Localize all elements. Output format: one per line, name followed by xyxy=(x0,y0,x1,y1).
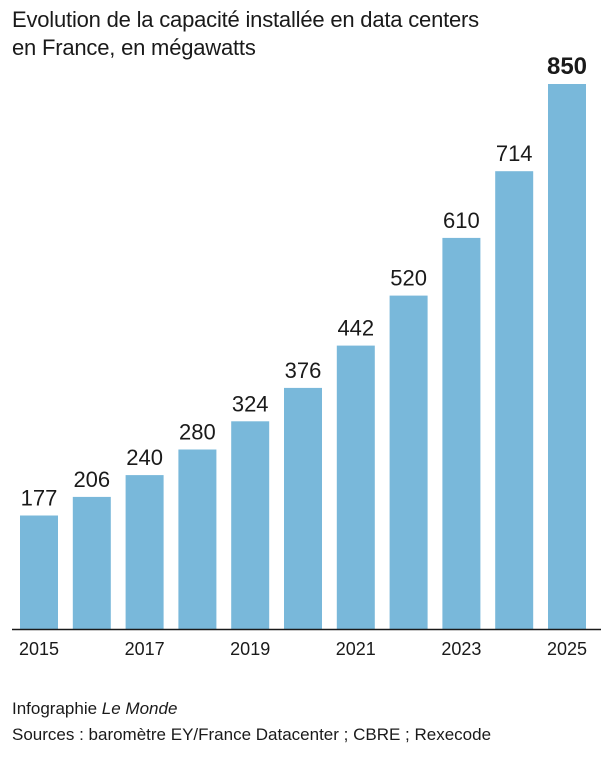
data-label-2015: 177 xyxy=(21,486,58,511)
chart-title-line-1: Evolution de la capacité installée en da… xyxy=(12,7,479,32)
data-label-2017: 240 xyxy=(126,445,163,470)
data-label-2019: 324 xyxy=(232,391,269,416)
credit-brand: Le Monde xyxy=(101,699,178,718)
chart-title: Evolution de la capacité installée en da… xyxy=(12,6,602,62)
bar-2025 xyxy=(548,84,586,629)
data-label-2024: 714 xyxy=(496,141,533,166)
bar-2024 xyxy=(495,171,534,629)
data-labels-group: 177 206 240 280 324 376 442 520 610 714 850 xyxy=(21,53,587,511)
x-tick-label-2021: 2021 xyxy=(336,639,376,659)
data-label-2022: 520 xyxy=(390,266,427,291)
chart-title-line-2: en France, en mégawatts xyxy=(12,35,256,60)
bar-2023 xyxy=(442,237,481,629)
bar-2022 xyxy=(389,295,428,629)
bar-2019 xyxy=(231,421,270,629)
bar-2017 xyxy=(125,475,164,629)
data-label-2020: 376 xyxy=(285,358,322,383)
footer: Infographie Le Monde Sources : baromètre… xyxy=(12,696,491,748)
data-label-2023: 610 xyxy=(443,208,480,233)
sources-line: Sources : baromètre EY/France Datacenter… xyxy=(12,725,492,744)
data-label-2018: 280 xyxy=(179,420,216,445)
bar-2018 xyxy=(178,449,217,629)
bars-group xyxy=(20,84,586,629)
data-label-2016: 206 xyxy=(73,467,110,492)
x-tick-label-2019: 2019 xyxy=(230,639,270,659)
x-tick-label-2023: 2023 xyxy=(441,639,481,659)
bar-2015 xyxy=(20,515,58,629)
bar-2020 xyxy=(284,387,322,629)
x-tick-label-2017: 2017 xyxy=(125,639,165,659)
data-label-2025: 850 xyxy=(547,53,587,80)
x-tick-label-2015: 2015 xyxy=(19,639,59,659)
x-tick-labels-group: 2015 2017 2019 2021 2023 2025 xyxy=(19,639,587,659)
data-label-2021: 442 xyxy=(337,316,374,341)
credit-line: Infographie Le Monde xyxy=(12,696,491,722)
bar-2021 xyxy=(336,345,375,629)
x-tick-label-2025: 2025 xyxy=(547,639,587,659)
bar-2016 xyxy=(72,496,111,629)
credit-prefix: Infographie xyxy=(12,699,102,718)
